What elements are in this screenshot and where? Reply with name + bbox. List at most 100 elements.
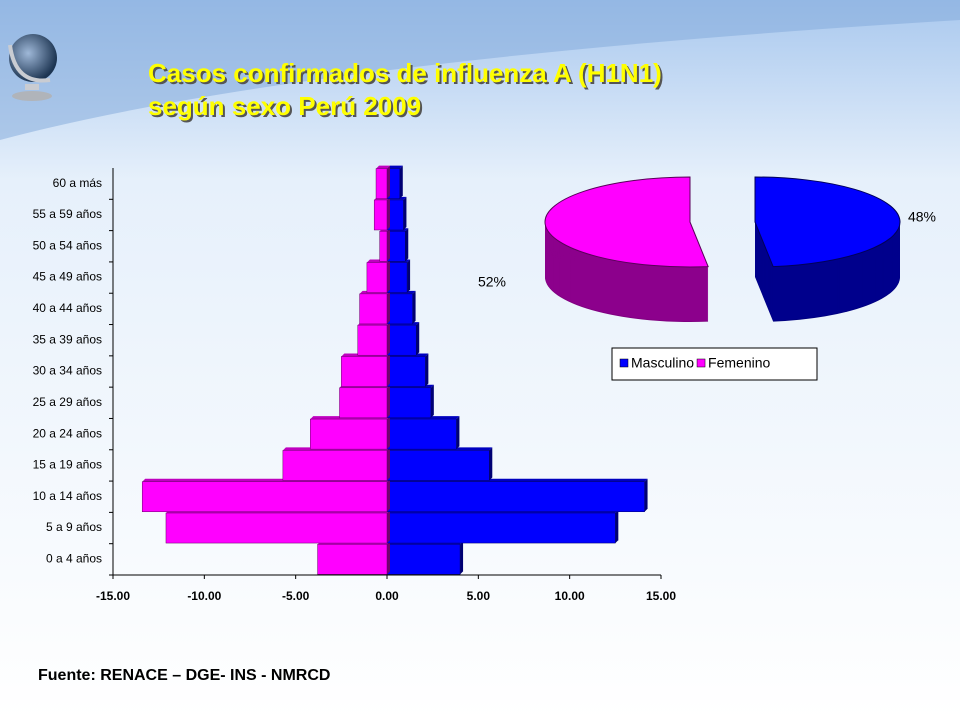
title-shadow: Casos confirmados de influenza A (H1N1) — [150, 60, 664, 90]
bar-group — [386, 353, 429, 387]
y-tick-label: 15 a 19 años — [33, 458, 102, 472]
bar-group — [386, 322, 420, 356]
y-tick-label: 50 a 54 años — [33, 238, 102, 252]
data-label: 48% — [908, 209, 936, 225]
bar-top — [376, 165, 390, 169]
bar-side — [387, 384, 390, 418]
bar — [339, 387, 388, 419]
bar — [359, 293, 388, 325]
bar-side — [460, 541, 464, 575]
y-tick-label: 35 a 39 años — [33, 332, 102, 346]
globe-icon — [8, 34, 57, 101]
bar-group — [339, 384, 390, 419]
y-tick-label: 10 a 14 años — [33, 489, 102, 503]
y-tick-label: 40 a 44 años — [33, 301, 102, 315]
decoration — [0, 0, 960, 140]
bar-group — [359, 290, 390, 325]
bar-group — [317, 541, 390, 575]
bar-group — [386, 196, 407, 231]
bar — [386, 324, 417, 356]
bar-group — [386, 478, 648, 513]
bar — [379, 230, 388, 262]
bar — [341, 356, 388, 387]
title-line: Casos confirmados de influenza A (H1N1) — [148, 58, 662, 88]
x-tick-label: -5.00 — [282, 589, 310, 603]
bar — [386, 481, 645, 513]
bar-side — [407, 259, 411, 293]
bar-side — [387, 259, 390, 293]
bar-side — [615, 510, 619, 544]
x-tick-label: 5.00 — [467, 589, 491, 603]
bar — [386, 418, 457, 450]
pie-slice-group — [544, 176, 709, 322]
bar — [386, 544, 461, 575]
x-tick-label: 15.00 — [646, 589, 676, 603]
legend-swatch — [619, 358, 629, 368]
bar-group — [386, 416, 460, 450]
bar-group — [341, 353, 390, 387]
y-tick-label: 55 a 59 años — [33, 207, 102, 221]
bar-side — [430, 384, 434, 418]
bar — [310, 418, 388, 450]
bar-group — [386, 510, 619, 544]
charts: 0 a 4 años 5 a 9 años 10 a 14 años 15 a 19 … — [33, 165, 936, 603]
bar-group — [386, 290, 416, 325]
bar — [165, 512, 388, 544]
bar-side — [387, 165, 390, 199]
bar-top — [387, 165, 403, 169]
bar-side — [387, 416, 390, 450]
data-label: 52% — [478, 274, 506, 290]
bar-group — [386, 384, 434, 419]
bar — [386, 356, 426, 387]
bar-side — [416, 322, 420, 356]
bar — [386, 512, 616, 544]
bar — [282, 450, 388, 481]
bar-side — [387, 228, 390, 262]
bar — [386, 387, 432, 419]
bar-group — [379, 228, 390, 262]
x-tick-label: 0.00 — [375, 589, 399, 603]
bar-group — [373, 196, 390, 231]
bar-group — [386, 165, 403, 199]
bar-group — [386, 447, 493, 481]
title: Casos confirmados de influenza A (H1N1) … — [148, 58, 664, 123]
pie-slice-group — [754, 176, 901, 322]
bar-group — [310, 416, 390, 450]
title-shadow: según sexo Perú 2009 — [150, 93, 423, 123]
bar-side — [644, 478, 648, 512]
y-tick-label: 5 a 9 años — [46, 520, 102, 534]
bar-side — [387, 322, 390, 356]
bar-side — [425, 353, 429, 387]
bar — [366, 262, 388, 293]
legend-label: Femenino — [708, 355, 770, 371]
y-tick-label: 25 a 29 años — [33, 395, 102, 409]
legend: Masculino Femenino — [611, 347, 818, 381]
bar-side — [387, 353, 390, 387]
bar — [375, 168, 388, 199]
bar-side — [399, 165, 403, 199]
bar-side — [387, 196, 390, 230]
legend-label: Masculino — [631, 355, 694, 371]
bar-side — [489, 447, 493, 481]
bar — [357, 324, 388, 356]
legend-swatch — [696, 358, 706, 368]
x-tick-label: -15.00 — [96, 589, 130, 603]
bar-group — [357, 322, 390, 356]
x-tick-label: 10.00 — [555, 589, 585, 603]
bar-group — [165, 510, 390, 544]
title-line: según sexo Perú 2009 — [148, 91, 421, 121]
pie-slice — [544, 176, 709, 268]
bar-group — [141, 478, 390, 513]
legend-box — [611, 347, 818, 381]
bar-side — [412, 290, 416, 324]
bar — [386, 450, 490, 481]
bar-side — [387, 447, 390, 481]
pie-slice — [754, 176, 901, 268]
bar-side — [387, 510, 390, 544]
bar — [386, 293, 413, 325]
bar-side — [387, 541, 390, 575]
y-tick-label: 20 a 24 años — [33, 426, 102, 440]
bar-group — [282, 447, 390, 481]
bar-side — [387, 478, 390, 512]
